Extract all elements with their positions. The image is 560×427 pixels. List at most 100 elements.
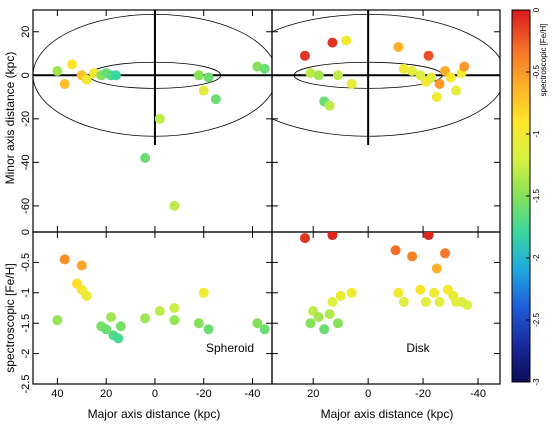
data-point [299, 233, 310, 244]
data-point [423, 232, 434, 241]
data-point [203, 72, 214, 83]
y-tick-label: -1.5 [20, 314, 32, 333]
data-point [398, 63, 409, 74]
data-point [81, 74, 92, 85]
data-point [420, 296, 431, 307]
data-point [313, 312, 324, 323]
data-point [76, 260, 87, 271]
y-tick-label: -2.5 [20, 375, 32, 394]
data-point [415, 70, 426, 81]
data-point [332, 70, 343, 81]
disk-label: Disk [406, 341, 430, 355]
data-point [327, 232, 338, 241]
data-point [259, 63, 270, 74]
colorbar-tick-label: -2.5 [532, 313, 541, 327]
data-point [407, 65, 418, 76]
data-point [110, 70, 121, 81]
data-point [431, 92, 442, 103]
y-axis-labels: Minor axis distance (kpc) spectroscopic … [3, 52, 17, 373]
panels-group: 20 0 -20 -40 -60 0 -0.5 -1 -1.5 -2 -2.5 40 20 0 -20 -40… [20, 9, 501, 400]
data-point [52, 315, 63, 326]
y-tick-label: -40 [20, 154, 32, 170]
data-point [393, 287, 404, 298]
x-tick-label: -40 [245, 388, 261, 400]
panel-top-left: 20 0 -20 -40 -60 [20, 9, 273, 233]
data-point [305, 68, 316, 79]
data-point [59, 79, 70, 89]
y-tick-label: -2 [20, 349, 32, 359]
panel-bottom-left: 0 -0.5 -1 -1.5 -2 -2.5 40 20 0 -20 -40 [20, 229, 273, 400]
data-point [440, 248, 451, 259]
data-point [335, 290, 346, 301]
data-point [169, 200, 180, 211]
y-tick-label: 0 [20, 72, 32, 78]
y-tick-label: -60 [20, 198, 32, 214]
colorbar-tick-label: -1 [532, 130, 541, 138]
data-point [459, 61, 470, 72]
data-point [429, 287, 440, 298]
data-point [193, 318, 204, 329]
x-tick-label: 20 [307, 388, 319, 400]
data-point [52, 65, 63, 76]
colorbar-tick-label: -0.5 [532, 65, 541, 79]
data-point [101, 324, 112, 335]
data-point [462, 299, 473, 310]
data-point [299, 50, 310, 61]
data-point [434, 296, 445, 307]
data-point [319, 324, 330, 335]
y-tick-label: -1 [20, 288, 32, 298]
bottom-y-axis-label: spectroscopic [Fe/H] [3, 263, 17, 372]
data-point [210, 94, 221, 105]
panel-labels: Spheroid Disk [206, 341, 431, 355]
data-point [154, 113, 165, 124]
panel-top-right [271, 9, 501, 233]
data-point [451, 85, 462, 96]
data-point [259, 324, 270, 335]
data-point [398, 296, 409, 307]
data-point [415, 284, 426, 295]
colorbar-tick-label: -1.5 [532, 189, 541, 203]
data-point [59, 254, 70, 265]
data-point [169, 315, 180, 326]
x-tick-label: -40 [470, 388, 486, 400]
data-point [440, 65, 451, 76]
colorbar-tick-label: -2 [532, 254, 541, 262]
data-point [203, 324, 214, 335]
panel-content [33, 10, 272, 211]
x-tick-label: 0 [152, 388, 158, 400]
colorbar-tick-label: -3 [532, 378, 541, 386]
x-tick-label: 0 [365, 388, 371, 400]
top-y-axis-label: Minor axis distance (kpc) [3, 52, 17, 185]
data-point [451, 296, 462, 307]
x-axis-labels: Major axis distance (kpc) Major axis dis… [88, 407, 454, 421]
data-point [341, 35, 352, 46]
colorbar-label: spectroscopic [Fe/H] [539, 24, 548, 97]
data-point [332, 318, 343, 329]
y-tick-label: 0 [20, 229, 32, 235]
data-point [115, 321, 126, 332]
data-point [67, 59, 78, 70]
panel-frame [32, 231, 273, 385]
data-point [346, 287, 357, 298]
data-point [313, 70, 324, 81]
left-x-axis-label: Major axis distance (kpc) [88, 407, 221, 421]
data-point [113, 333, 124, 344]
panel-content [299, 232, 473, 335]
data-point [140, 313, 151, 324]
data-point [324, 100, 335, 111]
x-tick-label: -20 [196, 388, 212, 400]
data-point [198, 85, 209, 96]
x-tick-label: 40 [51, 388, 63, 400]
data-point [346, 79, 357, 89]
data-point [327, 37, 338, 48]
data-point [324, 309, 335, 320]
data-point [407, 251, 418, 262]
data-point [423, 50, 434, 61]
data-point [327, 296, 338, 307]
panel-bottom-right: 20 0 -20 -40 [271, 231, 501, 400]
colorbar: 0 -0.5 -1 -1.5 -2 -2.5 -3 spectroscopic [Fe/H] [511, 7, 548, 386]
y-tick-label: 20 [20, 26, 32, 38]
colorbar-tick-label: 0 [532, 7, 541, 12]
data-point [390, 245, 401, 256]
